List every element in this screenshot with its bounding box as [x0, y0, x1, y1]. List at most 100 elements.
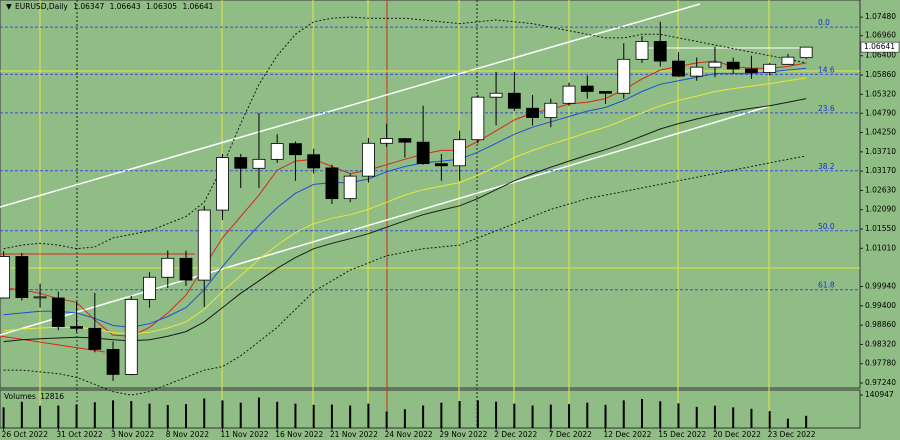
x-tick-label: 26 Oct 2022	[2, 430, 49, 439]
candle-body	[325, 167, 339, 200]
candle-body	[197, 209, 211, 281]
x-tick-label: 3 Nov 2022	[111, 430, 154, 439]
y-tick-label: 1.03170	[865, 166, 896, 175]
fib-label: 23.6	[818, 104, 835, 113]
candle-body	[471, 96, 485, 141]
x-tick-label: 8 Nov 2022	[166, 430, 209, 439]
candle-body	[617, 58, 631, 94]
y-tick-label: 1.06960	[865, 31, 896, 40]
candle-body	[416, 141, 430, 165]
candle-body	[361, 142, 375, 177]
candle-body	[781, 56, 795, 65]
fib-label: 50.0	[818, 222, 835, 231]
volume-title: Volumes 12816	[4, 392, 64, 401]
volume-label: Volumes	[4, 392, 36, 401]
candle-body	[270, 143, 284, 160]
indicator-line	[3, 16, 807, 250]
candle-body	[580, 85, 594, 92]
fib-label: 38.2	[818, 162, 835, 171]
volume-panel	[0, 389, 861, 429]
x-tick-label: 20 Dec 2022	[713, 430, 761, 439]
candle-body	[252, 158, 266, 169]
candle-body	[343, 175, 357, 200]
fib-label: 61.8	[818, 281, 835, 290]
candle-body	[489, 92, 503, 98]
x-tick-label: 16 Nov 2022	[275, 430, 323, 439]
candle-body	[726, 61, 740, 70]
x-tick-label: 24 Nov 2022	[385, 430, 433, 439]
y-tick-label: 1.01010	[865, 243, 896, 252]
y-tick-label: 0.97780	[865, 359, 896, 368]
x-tick-label: 23 Dec 2022	[768, 430, 816, 439]
x-tick-label: 2 Dec 2022	[494, 430, 537, 439]
candle-body	[562, 85, 576, 104]
candle-body	[544, 102, 558, 118]
y-tick-label: 1.03710	[865, 147, 896, 156]
y-tick-label: 0.98860	[865, 320, 896, 329]
current-price: 1.06641	[864, 42, 895, 51]
candle-body	[398, 138, 412, 143]
candle-body	[289, 143, 302, 156]
marker-lines	[0, 0, 860, 428]
title-icon: ▼	[6, 2, 12, 11]
candle-body	[0, 256, 10, 299]
y-tick-label: 0.98320	[865, 339, 896, 348]
y-tick-label: 1.04250	[865, 128, 896, 137]
y-tick-label: 1.05860	[865, 70, 896, 79]
candle-body	[434, 163, 448, 167]
candle-body	[70, 326, 83, 329]
x-tick-label: 11 Nov 2022	[220, 430, 268, 439]
y-tick-label: 1.02090	[865, 205, 896, 214]
x-tick-label: 31 Oct 2022	[56, 430, 103, 439]
candle-body	[51, 297, 65, 327]
fib-label: 14.6	[818, 65, 835, 74]
candle-body	[763, 63, 777, 73]
x-tick-label: 21 Nov 2022	[330, 430, 378, 439]
candle-body	[799, 46, 813, 59]
x-tick-label: 29 Nov 2022	[439, 430, 487, 439]
fib-label: 0.0	[818, 18, 830, 27]
candle-body	[653, 41, 667, 62]
y-tick-label: 1.05320	[865, 89, 896, 98]
candle-body	[672, 60, 685, 77]
candle-body	[745, 68, 758, 73]
candle-body	[690, 66, 704, 77]
header-low: 1.06305	[146, 2, 177, 11]
y-tick-label: 1.06400	[865, 51, 896, 60]
x-tick-label: 15 Dec 2022	[658, 430, 706, 439]
volume-last: 12816	[40, 392, 64, 401]
header-high: 1.06643	[110, 2, 141, 11]
y-tick-label: 1.01550	[865, 224, 896, 233]
candle-body	[88, 327, 102, 350]
symbol: EURUSD,Daily	[15, 2, 68, 11]
candle-body	[635, 41, 649, 60]
candle-body	[453, 139, 467, 167]
x-tick-label: 12 Dec 2022	[604, 430, 652, 439]
y-tick-label: 1.07480	[865, 12, 896, 21]
candle-body	[106, 349, 120, 375]
candle-body	[234, 157, 248, 169]
y-tick-label: 1.02630	[865, 185, 896, 194]
header-open: 1.06347	[73, 2, 104, 11]
y-tick-label: 1.04790	[865, 108, 896, 117]
price-label-bg	[860, 41, 900, 53]
candle-body	[380, 138, 394, 144]
chart-title: EURUSD,Daily 1.06347 1.06643 1.06305 1.0…	[15, 2, 214, 11]
y-tick-label: 0.97240	[865, 378, 896, 387]
candle-body	[708, 61, 722, 68]
y-tick-label: 0.99400	[865, 301, 896, 310]
header-close: 1.06641	[182, 2, 213, 11]
candle-body	[143, 276, 156, 300]
x-tick-label: 7 Dec 2022	[549, 430, 592, 439]
candle-body	[161, 257, 175, 278]
candle-body	[526, 107, 539, 118]
candle-body	[599, 91, 612, 94]
candle-body	[307, 154, 321, 169]
candle-body	[216, 157, 229, 211]
candle-body	[33, 296, 47, 299]
indicator-line	[3, 155, 807, 396]
candle-body	[179, 257, 193, 281]
volume-tick-label: 140947	[865, 390, 894, 399]
candle-body	[507, 92, 521, 109]
